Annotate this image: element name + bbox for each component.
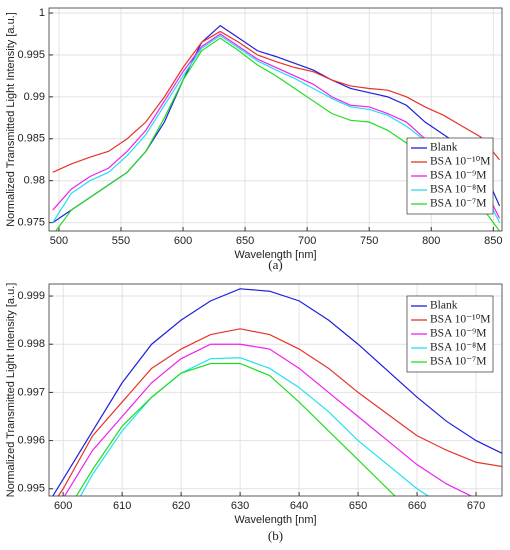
legend-label: BSA 10⁻⁸M xyxy=(430,342,486,354)
x-tick-label: 670 xyxy=(467,500,485,512)
y-tick-label: 0.99 xyxy=(24,91,45,103)
x-tick-label: 500 xyxy=(50,235,68,247)
plot-frame xyxy=(48,283,503,497)
lines xyxy=(52,288,502,496)
y-axis-label: Normalized Transmitted Light Intensity [… xyxy=(5,12,17,227)
y-axis-label: Normalized Transmitted Light Intensity [… xyxy=(5,283,17,498)
series-line xyxy=(63,343,473,496)
x-tick-label: 650 xyxy=(349,500,367,512)
x-tick-label: 630 xyxy=(231,500,249,512)
legend-label: Blank xyxy=(430,300,458,312)
x-tick-label: 850 xyxy=(484,235,502,247)
subplot: 0.975 0.98 0.985 0.99 0.995 1 500 550 600 650 700 7… xyxy=(5,7,503,272)
legend-label: BSA 10⁻¹⁰M xyxy=(430,314,490,326)
caption: (b) xyxy=(268,528,283,543)
legend-label: BSA 10⁻⁹M xyxy=(430,328,486,340)
legend-label: Blank xyxy=(430,142,458,154)
x-tick-label: 700 xyxy=(298,235,316,247)
y-tick-label: 0.98 xyxy=(24,175,45,187)
legend-label: BSA 10⁻⁸M xyxy=(430,184,486,196)
y-tick-label: 0.975 xyxy=(17,217,45,229)
series-line xyxy=(52,30,500,173)
x-tick-label: 620 xyxy=(172,500,190,512)
x-tick-label: 800 xyxy=(422,235,440,247)
x-axis-label: Wavelength [nm] xyxy=(234,514,316,526)
x-tick-label: 650 xyxy=(236,235,254,247)
series-line xyxy=(52,288,502,496)
caption: (a) xyxy=(268,257,282,272)
subplot: 0.995 0.996 0.997 0.998 0.999 600 610 620 630 640… xyxy=(5,283,503,543)
x-axis-label: Wavelength [nm] xyxy=(234,249,316,261)
x-tick-label: 640 xyxy=(290,500,308,512)
y-tick-label: 0.995 xyxy=(17,49,45,61)
y-tick-label: 1 xyxy=(39,7,45,19)
x-tick-label: 610 xyxy=(113,500,131,512)
series-line xyxy=(79,357,430,496)
x-tick-label: 600 xyxy=(174,235,192,247)
x-tick-label: 600 xyxy=(54,500,72,512)
y-tick-label: 0.985 xyxy=(17,133,45,145)
x-tick-label: 660 xyxy=(408,500,426,512)
x-tick-label: 550 xyxy=(112,235,130,247)
y-tick-label: 0.996 xyxy=(17,434,45,446)
x-tick-label: 750 xyxy=(360,235,378,247)
y-tick-label: 0.998 xyxy=(17,338,45,350)
legend: Blank BSA 10⁻¹⁰M BSA 10⁻⁹M BSA 10⁻⁸M BSA 10⁻… xyxy=(406,137,494,215)
legend-label: BSA 10⁻¹⁰M xyxy=(430,156,490,168)
series-line xyxy=(75,362,396,496)
plot-frame xyxy=(48,7,503,232)
legend-label: BSA 10⁻⁷M xyxy=(430,356,486,368)
y-tick-label: 0.997 xyxy=(17,386,45,398)
series-line xyxy=(57,328,502,496)
legend-label: BSA 10⁻⁷M xyxy=(430,198,486,210)
legend: Blank BSA 10⁻¹⁰M BSA 10⁻⁹M BSA 10⁻⁸M BSA 10⁻… xyxy=(406,295,494,373)
legend-label: BSA 10⁻⁹M xyxy=(430,170,486,182)
y-tick-label: 0.999 xyxy=(17,290,45,302)
y-tick-label: 0.995 xyxy=(17,483,45,495)
